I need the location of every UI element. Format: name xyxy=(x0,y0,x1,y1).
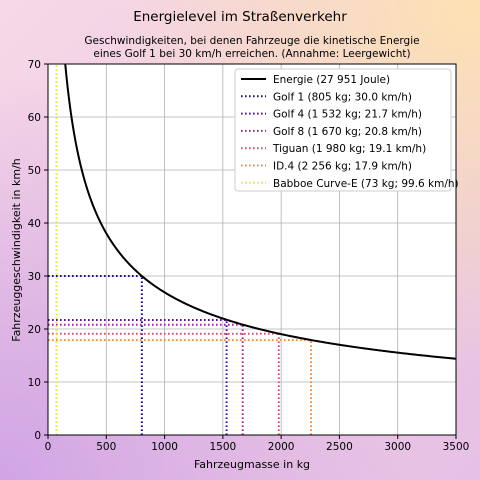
y-tick-label: 20 xyxy=(28,324,41,336)
vehicle-marker xyxy=(48,323,244,435)
legend-item: Golf 8 (1 670 kg; 20.8 km/h) xyxy=(241,126,422,138)
y-tick-label: 50 xyxy=(28,165,41,177)
x-tick-label: 3000 xyxy=(384,441,411,453)
x-tick-label: 2000 xyxy=(268,441,295,453)
legend-item: ID.4 (2 256 kg; 17.9 km/h) xyxy=(241,161,412,173)
y-tick-label: 10 xyxy=(28,377,41,389)
legend-label: Tiguan (1 980 kg; 19.1 km/h) xyxy=(272,143,426,155)
legend: Energie (27 951 Joule) Golf 1 (805 kg; 30… xyxy=(234,68,459,192)
y-tick-label: 40 xyxy=(28,218,41,230)
x-tick-label: 500 xyxy=(96,441,116,453)
legend-item: Tiguan (1 980 kg; 19.1 km/h) xyxy=(241,143,426,155)
y-tick-label: 70 xyxy=(28,59,41,71)
legend-item: Energie (27 951 Joule) xyxy=(241,74,390,86)
y-tick-label: 0 xyxy=(34,430,41,442)
legend-label: Golf 1 (805 kg; 30.0 km/h) xyxy=(273,91,412,103)
legend-label: Babboe Curve-E (73 kg; 99.6 km/h) xyxy=(273,178,459,190)
x-axis-label: Fahrzeugmasse in kg xyxy=(194,458,310,471)
x-tick-label: 1500 xyxy=(209,441,236,453)
legend-label: Energie (27 951 Joule) xyxy=(273,74,390,86)
x-tick-label: 0 xyxy=(45,441,52,453)
chart-subtitle-line-2: eines Golf 1 bei 30 km/h erreichen. (Ann… xyxy=(93,48,410,60)
legend-box xyxy=(234,68,452,192)
vehicle-marker xyxy=(48,332,280,435)
chart-subtitle-line-1: Geschwindigkeiten, bei denen Fahrzeuge d… xyxy=(84,35,419,47)
legend-item: Babboe Curve-E (73 kg; 99.6 km/h) xyxy=(241,178,459,190)
axis-ticks: 0 500 1000 1500 2000 2500 3000 3500 0 10 20 30 40 50 6… xyxy=(28,59,470,453)
plot-frame xyxy=(47,63,457,436)
vehicle-marker xyxy=(48,275,143,435)
x-tick-label: 2500 xyxy=(326,441,353,453)
x-tick-label: 3500 xyxy=(443,441,470,453)
chart-title: Energielevel im Straßenverkehr xyxy=(133,9,347,25)
legend-label: ID.4 (2 256 kg; 17.9 km/h) xyxy=(273,161,412,173)
x-tick-label: 1000 xyxy=(151,441,178,453)
vehicle-reference-lines xyxy=(48,64,312,435)
legend-item: Golf 4 (1 532 kg; 21.7 km/h) xyxy=(241,109,422,121)
energy-curve xyxy=(64,63,457,360)
y-tick-label: 30 xyxy=(28,271,41,283)
vehicle-marker xyxy=(48,318,228,435)
y-axis-label: Fahrzeuggeschwindigkeit in km/h xyxy=(10,158,23,342)
legend-label: Golf 8 (1 670 kg; 20.8 km/h) xyxy=(273,126,422,138)
legend-label: Golf 4 (1 532 kg; 21.7 km/h) xyxy=(273,109,422,121)
legend-item: Golf 1 (805 kg; 30.0 km/h) xyxy=(241,91,412,103)
y-tick-label: 60 xyxy=(28,112,41,124)
